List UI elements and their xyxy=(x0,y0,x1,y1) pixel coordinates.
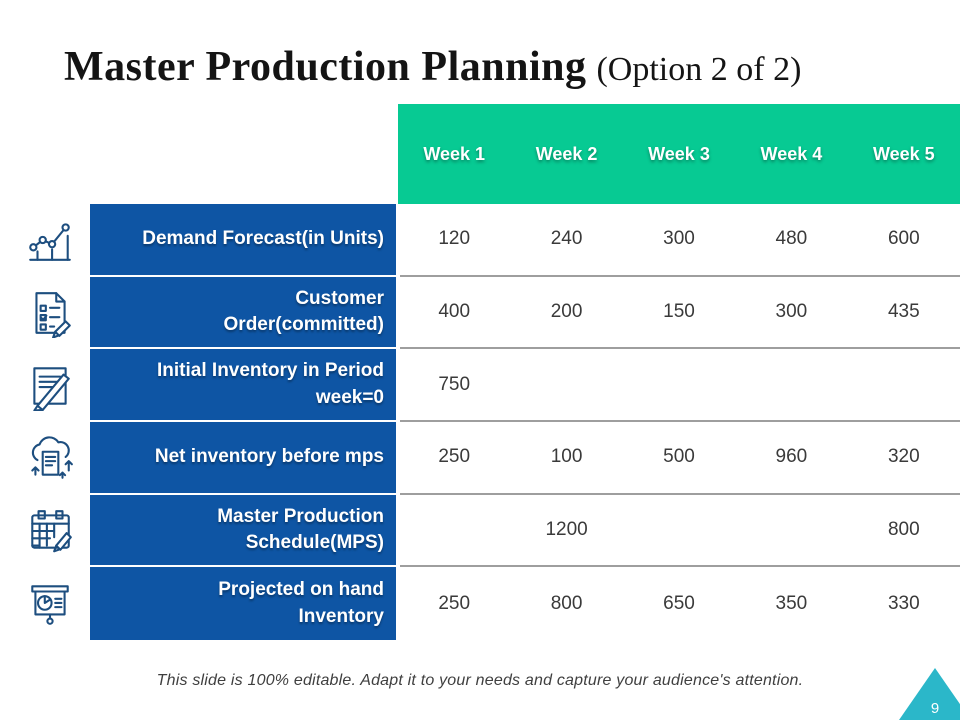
table-corner-cell xyxy=(90,104,398,204)
row-label-projected-inventory: Projected on hand Inventory xyxy=(90,567,398,640)
table-cell: 320 xyxy=(847,421,960,495)
row-label-net-inventory: Net inventory before mps xyxy=(90,421,398,495)
cloud-sync-icon xyxy=(25,433,75,483)
checklist-pencil-icon xyxy=(25,288,75,338)
table-cell: 400 xyxy=(398,276,511,350)
week-header: Week 1 xyxy=(398,104,511,204)
week-header: Week 4 xyxy=(735,104,848,204)
table-cell: 330 xyxy=(847,567,960,640)
table-cell xyxy=(622,349,736,422)
table-cell: 240 xyxy=(510,204,623,277)
row-icon-column xyxy=(20,204,80,640)
table-cell: 600 xyxy=(847,204,960,277)
row-label-customer-order: Customer Order(committed) xyxy=(90,276,398,350)
production-planning-table: Week 1 Week 2 Week 3 Week 4 Week 5 Deman… xyxy=(90,104,960,640)
table-cell: 800 xyxy=(510,567,623,640)
table-cell: 350 xyxy=(735,567,848,640)
table-cell: 200 xyxy=(510,276,623,350)
table-cell: 500 xyxy=(622,421,736,495)
table-cell: 120 xyxy=(398,204,511,277)
trend-chart-icon xyxy=(25,215,75,265)
table-cell: 300 xyxy=(735,276,848,350)
table-cell: 650 xyxy=(622,567,736,640)
table-cell: 800 xyxy=(847,494,960,568)
row-label-mps-schedule: Master Production Schedule(MPS) xyxy=(90,494,398,568)
week-header: Week 2 xyxy=(510,104,623,204)
table-cell: 100 xyxy=(510,421,623,495)
calendar-pencil-icon xyxy=(25,506,75,556)
table-cell: 960 xyxy=(735,421,848,495)
table-cell: 750 xyxy=(398,349,511,422)
table-cell xyxy=(510,349,623,422)
title-main: Master Production Planning xyxy=(64,44,587,91)
table-cell: 1200 xyxy=(510,494,623,568)
table-cell: 250 xyxy=(398,567,511,640)
table-cell xyxy=(735,494,848,568)
week-header: Week 3 xyxy=(622,104,736,204)
table-cell xyxy=(398,494,511,568)
week-header: Week 5 xyxy=(847,104,960,204)
note-pen-icon xyxy=(25,361,75,411)
page-number: 9 xyxy=(930,700,940,717)
row-label-initial-inventory: Initial Inventory in Period week=0 xyxy=(90,349,398,422)
table-cell: 435 xyxy=(847,276,960,350)
title-suffix: (Option 2 of 2) xyxy=(596,51,802,89)
table-cell: 250 xyxy=(398,421,511,495)
table-cell: 480 xyxy=(735,204,848,277)
table-cell: 150 xyxy=(622,276,736,350)
page-title: Master Production Planning (Option 2 of 2… xyxy=(64,43,801,91)
table-cell xyxy=(735,349,848,422)
table-cell: 300 xyxy=(622,204,736,277)
label-data-divider xyxy=(396,204,400,640)
table-cell xyxy=(622,494,736,568)
footer-note: This slide is 100% editable. Adapt it to… xyxy=(156,672,804,689)
table-cell xyxy=(847,349,960,422)
row-label-demand-forecast: Demand Forecast(in Units) xyxy=(90,204,398,277)
presentation-chart-icon xyxy=(25,579,75,629)
